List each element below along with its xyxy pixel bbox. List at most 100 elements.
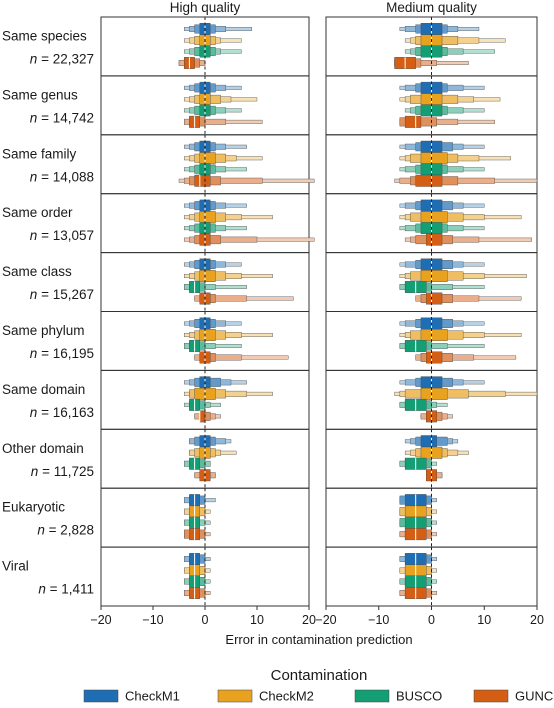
panel-cell — [100, 75, 310, 136]
row-label: Other domain — [2, 441, 84, 456]
letter-value-box — [194, 354, 242, 361]
letter-value-box — [415, 174, 443, 187]
letter-value-box — [426, 351, 443, 364]
row-5: Same phylum n = 16,195 — [2, 311, 538, 371]
panel-cell — [325, 369, 538, 430]
x-tick-label: 10 — [477, 613, 491, 627]
letter-value-gunc — [415, 351, 517, 364]
letter-value-busco — [399, 340, 485, 352]
letter-value-gunc — [404, 233, 532, 246]
x-tick-label: −10 — [368, 613, 389, 627]
letter-value-box — [194, 174, 211, 187]
letter-value-busco — [183, 516, 211, 529]
row-6: Same domain n = 16,163 — [2, 369, 538, 430]
letter-value-gunc — [420, 410, 453, 423]
panel-cell — [100, 311, 310, 371]
letter-value-checkm1 — [183, 317, 242, 330]
letter-value-gunc — [194, 410, 221, 423]
letter-value-checkm2 — [404, 34, 506, 47]
row-label: Same genus — [2, 87, 78, 102]
letter-value-checkm1 — [399, 23, 480, 35]
row-label: Same family — [2, 146, 77, 161]
letter-value-gunc — [394, 174, 538, 187]
panel-cell — [325, 75, 538, 136]
x-tick-label: 10 — [250, 613, 264, 627]
letter-value-busco — [399, 281, 485, 293]
legend-swatch — [217, 689, 253, 703]
row-9: Viral n = 1,411 — [2, 546, 538, 607]
x-tick-label: 0 — [428, 613, 435, 627]
letter-value-checkm2 — [399, 152, 511, 165]
letter-value-box — [420, 152, 448, 165]
letter-value-gunc — [183, 528, 211, 541]
x-axis-title: Error in contamination prediction — [225, 632, 412, 647]
row-1: Same genus n = 14,742 — [2, 75, 538, 136]
legend-swatch — [354, 689, 390, 703]
letter-value-checkm2 — [183, 93, 258, 106]
row-label: Viral — [2, 559, 29, 574]
letter-value-box — [420, 435, 437, 448]
row-sample-size: n = 11,725 — [31, 464, 94, 479]
letter-value-busco — [399, 163, 485, 176]
letter-value-checkm2 — [183, 34, 242, 47]
row-label: Same species — [2, 28, 87, 43]
panel-title-high-quality: High quality — [170, 0, 241, 15]
letter-value-box — [189, 236, 258, 243]
legend-label: GUNC — [515, 689, 553, 704]
letter-value-busco — [183, 222, 247, 235]
letter-value-checkm2 — [404, 446, 469, 459]
panel-cell — [100, 487, 310, 548]
letter-value-gunc — [178, 174, 315, 187]
letter-value-box — [194, 295, 247, 302]
letter-value-checkm1 — [183, 376, 247, 389]
letter-value-checkm2 — [183, 387, 273, 400]
letter-value-box — [426, 233, 443, 246]
panel-cell — [325, 134, 538, 195]
row-label: Same class — [2, 264, 72, 279]
letter-value-box — [199, 270, 216, 282]
legend-swatch — [473, 689, 509, 703]
panel-title-medium-quality: Medium quality — [386, 0, 477, 15]
letter-value-checkm1 — [399, 258, 485, 271]
legend-item-busco: BUSCO — [354, 689, 442, 704]
letter-value-box — [183, 177, 263, 184]
letter-value-busco — [183, 575, 211, 588]
row-label: Same order — [2, 205, 73, 220]
row-label: Same phylum — [2, 323, 85, 338]
panel-titles: High quality Medium quality — [170, 0, 477, 15]
letter-value-checkm1 — [399, 376, 485, 389]
letter-value-gunc — [399, 587, 437, 599]
row-8: Eukaryotic n = 2,828 — [2, 487, 538, 548]
letter-value-checkm2 — [183, 329, 273, 341]
letter-value-checkm2 — [394, 387, 538, 400]
letter-value-box — [426, 292, 443, 305]
letter-value-gunc — [426, 469, 443, 482]
row-sample-size: n = 13,057 — [30, 228, 94, 243]
letter-value-busco — [183, 45, 242, 58]
letter-value-gunc — [194, 292, 294, 305]
letter-value-checkm1 — [183, 258, 242, 271]
panel-cell — [100, 252, 310, 313]
panel-cell — [100, 369, 310, 430]
letter-value-checkm2 — [399, 211, 522, 224]
letter-value-busco — [183, 281, 247, 293]
letter-value-checkm1 — [399, 140, 485, 153]
letter-value-checkm2 — [399, 93, 501, 106]
x-tick-label: 0 — [202, 613, 209, 627]
row-sample-size: n = 16,195 — [30, 346, 94, 361]
letter-value-checkm1 — [399, 317, 485, 330]
panel-cell — [100, 546, 310, 607]
letter-value-gunc — [183, 587, 211, 599]
letter-value-checkm2 — [183, 152, 263, 165]
letter-value-gunc — [183, 233, 315, 246]
row-sample-size: n = 14,742 — [30, 110, 94, 125]
letter-value-busco — [183, 398, 221, 411]
letter-value-checkm2 — [399, 270, 527, 282]
letter-value-checkm1 — [183, 81, 242, 94]
letter-value-checkm1 — [189, 435, 232, 448]
x-tick-label: 20 — [302, 613, 316, 627]
panel-cell — [325, 311, 538, 371]
letter-value-box — [420, 270, 448, 282]
row-label: Eukaryotic — [2, 500, 65, 515]
